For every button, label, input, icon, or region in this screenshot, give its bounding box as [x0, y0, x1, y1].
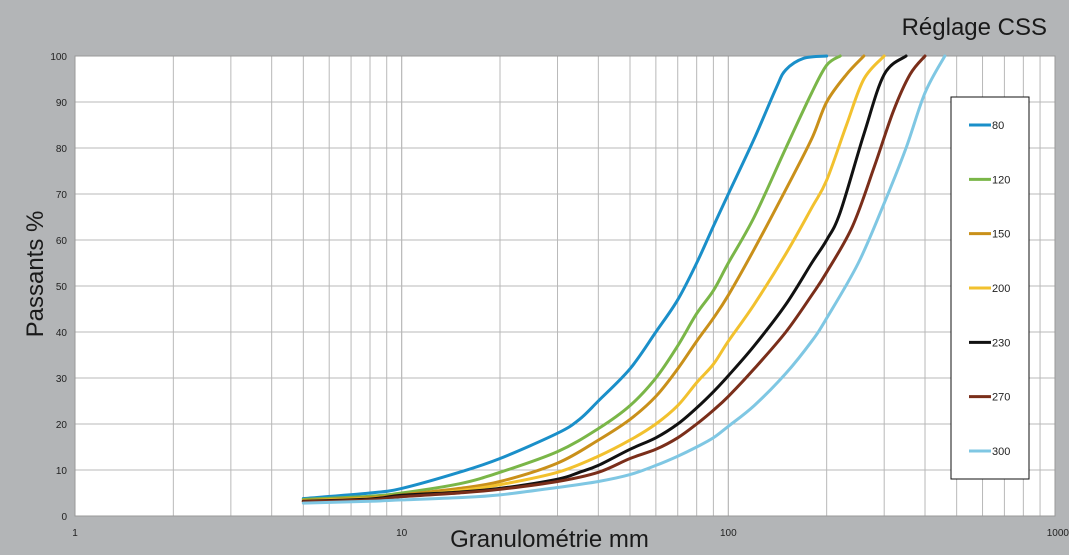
- y-tick-label: 90: [56, 98, 68, 109]
- legend: 80 120 150 200 230 270 300: [950, 96, 1030, 480]
- y-tick-label: 10: [56, 466, 68, 477]
- y-tick-label: 80: [56, 144, 68, 155]
- y-tick-label: 60: [56, 236, 68, 247]
- y-tick-label: 40: [56, 328, 68, 339]
- y-tick-label: 30: [56, 374, 68, 385]
- legend-label-150: 150: [992, 229, 1010, 241]
- legend-label-270: 270: [992, 392, 1010, 404]
- series-line-80: [301, 54, 829, 501]
- legend-label-230: 230: [992, 337, 1010, 349]
- y-tick-label: 100: [50, 52, 67, 63]
- series-line-150: [301, 54, 866, 502]
- x-tick-label: 1000: [1047, 528, 1069, 539]
- series-line-270: [301, 54, 927, 504]
- series-line-120: [301, 54, 842, 501]
- legend-label-300: 300: [992, 446, 1010, 458]
- series-line-300: [301, 54, 947, 505]
- x-tick-label: 1: [72, 528, 78, 539]
- x-axis-label: Granulométrie mm: [450, 526, 649, 553]
- series-lines: [301, 54, 947, 505]
- x-tick-label: 10: [396, 528, 408, 539]
- legend-label-200: 200: [992, 283, 1010, 295]
- y-tick-label: 0: [61, 512, 67, 523]
- plot-border: [74, 55, 1056, 517]
- y-tick-label: 20: [56, 420, 68, 431]
- x-tick-label: 100: [720, 528, 737, 539]
- y-tick-label: 70: [56, 190, 68, 201]
- legend-label-120: 120: [992, 174, 1010, 186]
- y-tick-label: 50: [56, 282, 68, 293]
- chart-title: Réglage CSS: [901, 14, 1047, 41]
- legend-label-80: 80: [992, 120, 1004, 132]
